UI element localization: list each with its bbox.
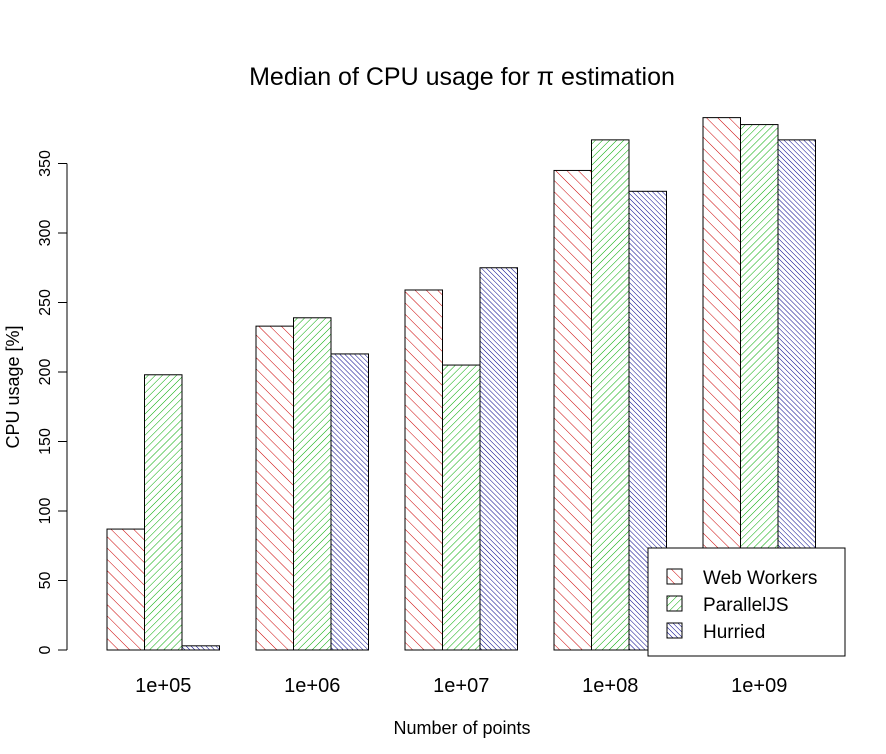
y-axis-title: CPU usage [%] bbox=[3, 325, 23, 448]
legend: Web Workers ParallelJS Hurried bbox=[647, 547, 846, 657]
bar-hurried-1e+07 bbox=[479, 267, 518, 651]
y-tick-label: 300 bbox=[37, 220, 54, 247]
x-axis-title: Number of points bbox=[393, 718, 530, 738]
y-tick-label: 0 bbox=[37, 645, 54, 654]
y-tick-label: 100 bbox=[37, 498, 54, 525]
bar-web-workers-1e+05 bbox=[106, 528, 145, 651]
x-axis-labels: 1e+05 1e+06 1e+07 1e+08 1e+09 bbox=[135, 675, 787, 697]
x-tick-label: 1e+05 bbox=[135, 675, 191, 697]
legend-swatch-paralleljs bbox=[666, 595, 683, 612]
bar-paralleljs-1e+08 bbox=[591, 139, 630, 651]
bar-hurried-1e+06 bbox=[330, 353, 369, 651]
y-tick-label: 350 bbox=[37, 150, 54, 177]
legend-swatch-web-workers bbox=[666, 568, 683, 585]
bar-web-workers-1e+07 bbox=[404, 289, 443, 651]
y-tick-label: 150 bbox=[37, 428, 54, 455]
bar-web-workers-1e+06 bbox=[255, 325, 294, 651]
x-tick-label: 1e+07 bbox=[433, 675, 489, 697]
bar-hurried-1e+05 bbox=[181, 645, 220, 651]
x-tick-label: 1e+09 bbox=[731, 675, 787, 697]
y-tick-label: 250 bbox=[37, 289, 54, 316]
legend-label: ParallelJS bbox=[703, 595, 789, 616]
legend-label: Web Workers bbox=[703, 568, 817, 589]
y-axis: 0 50 100 150 200 250 300 350 bbox=[37, 150, 68, 654]
bar-paralleljs-1e+07 bbox=[442, 364, 481, 651]
bar-paralleljs-1e+05 bbox=[144, 374, 183, 651]
bar-paralleljs-1e+06 bbox=[293, 317, 332, 651]
y-tick-label: 50 bbox=[37, 572, 54, 590]
x-tick-label: 1e+08 bbox=[582, 675, 638, 697]
bar-web-workers-1e+08 bbox=[553, 169, 592, 651]
legend-swatch-hurried bbox=[666, 622, 683, 639]
chart-title: Median of CPU usage for π estimation bbox=[249, 63, 675, 91]
legend-label: Hurried bbox=[703, 622, 765, 643]
x-tick-label: 1e+06 bbox=[284, 675, 340, 697]
y-tick-label: 200 bbox=[37, 359, 54, 386]
